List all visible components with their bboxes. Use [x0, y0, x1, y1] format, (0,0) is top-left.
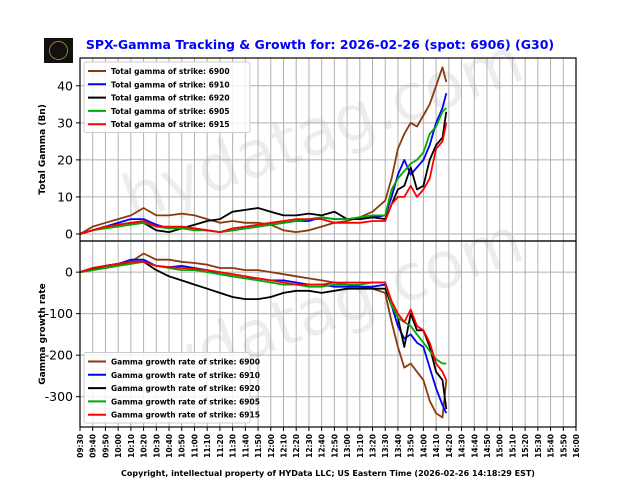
- y-tick-label: -200: [45, 348, 73, 363]
- y-tick-label: 30: [57, 115, 73, 130]
- series-line-6900: [79, 252, 448, 419]
- panel-1: 0 10 20 30 40 Total Gamma (Bn) Total gamma of …: [38, 57, 577, 242]
- x-tick-label: 10:40: [165, 434, 174, 458]
- x-tick-label: 14:40: [470, 434, 479, 458]
- x-tick-label: 09:40: [89, 434, 98, 458]
- series-line-6920: [79, 111, 448, 235]
- x-tick-label: 12:40: [318, 434, 327, 458]
- x-tick-label: 14:00: [419, 434, 428, 458]
- y-tick-label: 40: [57, 78, 73, 93]
- x-tick-label: 15:10: [508, 434, 517, 458]
- x-tick-label: 14:10: [432, 434, 441, 458]
- x-tick-label: 11:10: [203, 434, 212, 458]
- x-tick-label: 10:50: [178, 434, 187, 458]
- panel-2: 0 -100 -200 -300 Gamma growth rate Gamma grow…: [38, 240, 581, 458]
- x-tick-label: 15:20: [521, 434, 530, 458]
- legend: Total gamma of strike: 6900 Total gamma o…: [83, 61, 251, 133]
- series-line-6900: [79, 66, 448, 235]
- x-tick-label: 10:30: [152, 434, 161, 458]
- legend-entry: Total gamma of strike: 6910: [111, 80, 230, 89]
- x-tick-label: 14:20: [445, 434, 454, 458]
- y-axis-label: Total Gamma (Bn): [38, 104, 48, 195]
- x-tick-label: 11:30: [229, 434, 238, 458]
- x-tick-label: 09:50: [101, 434, 110, 458]
- x-tick-label: 13:20: [369, 434, 378, 458]
- legend-box: [83, 352, 251, 424]
- x-tick-label: 13:50: [407, 434, 416, 458]
- x-tick-label: 11:20: [216, 434, 225, 458]
- legend-entry: Gamma growth rate of strike: 6920: [111, 384, 260, 393]
- x-tick-label: 15:30: [534, 434, 543, 458]
- legend-entry: Total gamma of strike: 6900: [111, 67, 230, 76]
- x-tick-label: 10:20: [140, 434, 149, 458]
- legend-entry: Total gamma of strike: 6920: [111, 94, 230, 103]
- x-tick-label: 11:00: [190, 434, 199, 458]
- legend-entry: Gamma growth rate of strike: 6915: [111, 411, 260, 420]
- x-tick-label: 10:10: [127, 434, 136, 458]
- chart-title: SPX-Gamma Tracking & Growth for: 2026-02…: [86, 37, 554, 52]
- series-line-6915: [79, 260, 448, 381]
- x-tick-label: 10:00: [114, 434, 123, 458]
- x-tick-label: 12:00: [267, 434, 276, 458]
- legend-entry: Total gamma of strike: 6905: [111, 107, 230, 116]
- y-tick-label: -100: [45, 306, 73, 321]
- x-tick-label: 09:30: [76, 434, 85, 458]
- x-tick-label: 14:50: [483, 434, 492, 458]
- logo: [44, 38, 73, 63]
- y-tick-label: 0: [65, 226, 73, 241]
- legend-entry: Gamma growth rate of strike: 6910: [111, 371, 260, 380]
- y-tick-label: -300: [45, 389, 73, 404]
- x-tick-label: 12:30: [305, 434, 314, 458]
- x-tick-label: 15:00: [496, 434, 505, 458]
- series-line-6920: [79, 260, 448, 410]
- y-axis-label: Gamma growth rate: [38, 283, 48, 385]
- x-tick-label: 12:50: [330, 434, 339, 458]
- x-tick-label: 12:10: [279, 434, 288, 458]
- footer: Copyright, intellectual property of HYDa…: [121, 469, 535, 478]
- x-tick-label: 16:00: [572, 434, 581, 458]
- x-tick-label: 14:30: [458, 434, 467, 458]
- x-tick-label: 12:20: [292, 434, 301, 458]
- y-tick-label: 0: [65, 265, 73, 280]
- y-tick-label: 10: [57, 189, 73, 204]
- y-tick-label: 20: [57, 152, 73, 167]
- x-tick-label: 15:50: [559, 434, 568, 458]
- series-line-6915: [79, 122, 448, 235]
- legend-entry: Gamma growth rate of strike: 6905: [111, 397, 260, 406]
- x-tick-label: 13:40: [394, 434, 403, 458]
- legend-entry: Gamma growth rate of strike: 6900: [111, 358, 260, 367]
- legend-entry: Total gamma of strike: 6915: [111, 120, 230, 129]
- x-tick-label: 13:10: [356, 434, 365, 458]
- x-tick-label: 11:50: [254, 434, 263, 458]
- x-tick-label: 11:40: [241, 434, 250, 458]
- axes-frame: [79, 240, 577, 428]
- x-tick-label: 15:40: [547, 434, 556, 458]
- legend-box: [83, 61, 251, 133]
- legend: Gamma growth rate of strike: 6900 Gamma g…: [83, 352, 260, 424]
- x-tick-label: 13:00: [343, 434, 352, 458]
- x-tick-label: 13:30: [381, 434, 390, 458]
